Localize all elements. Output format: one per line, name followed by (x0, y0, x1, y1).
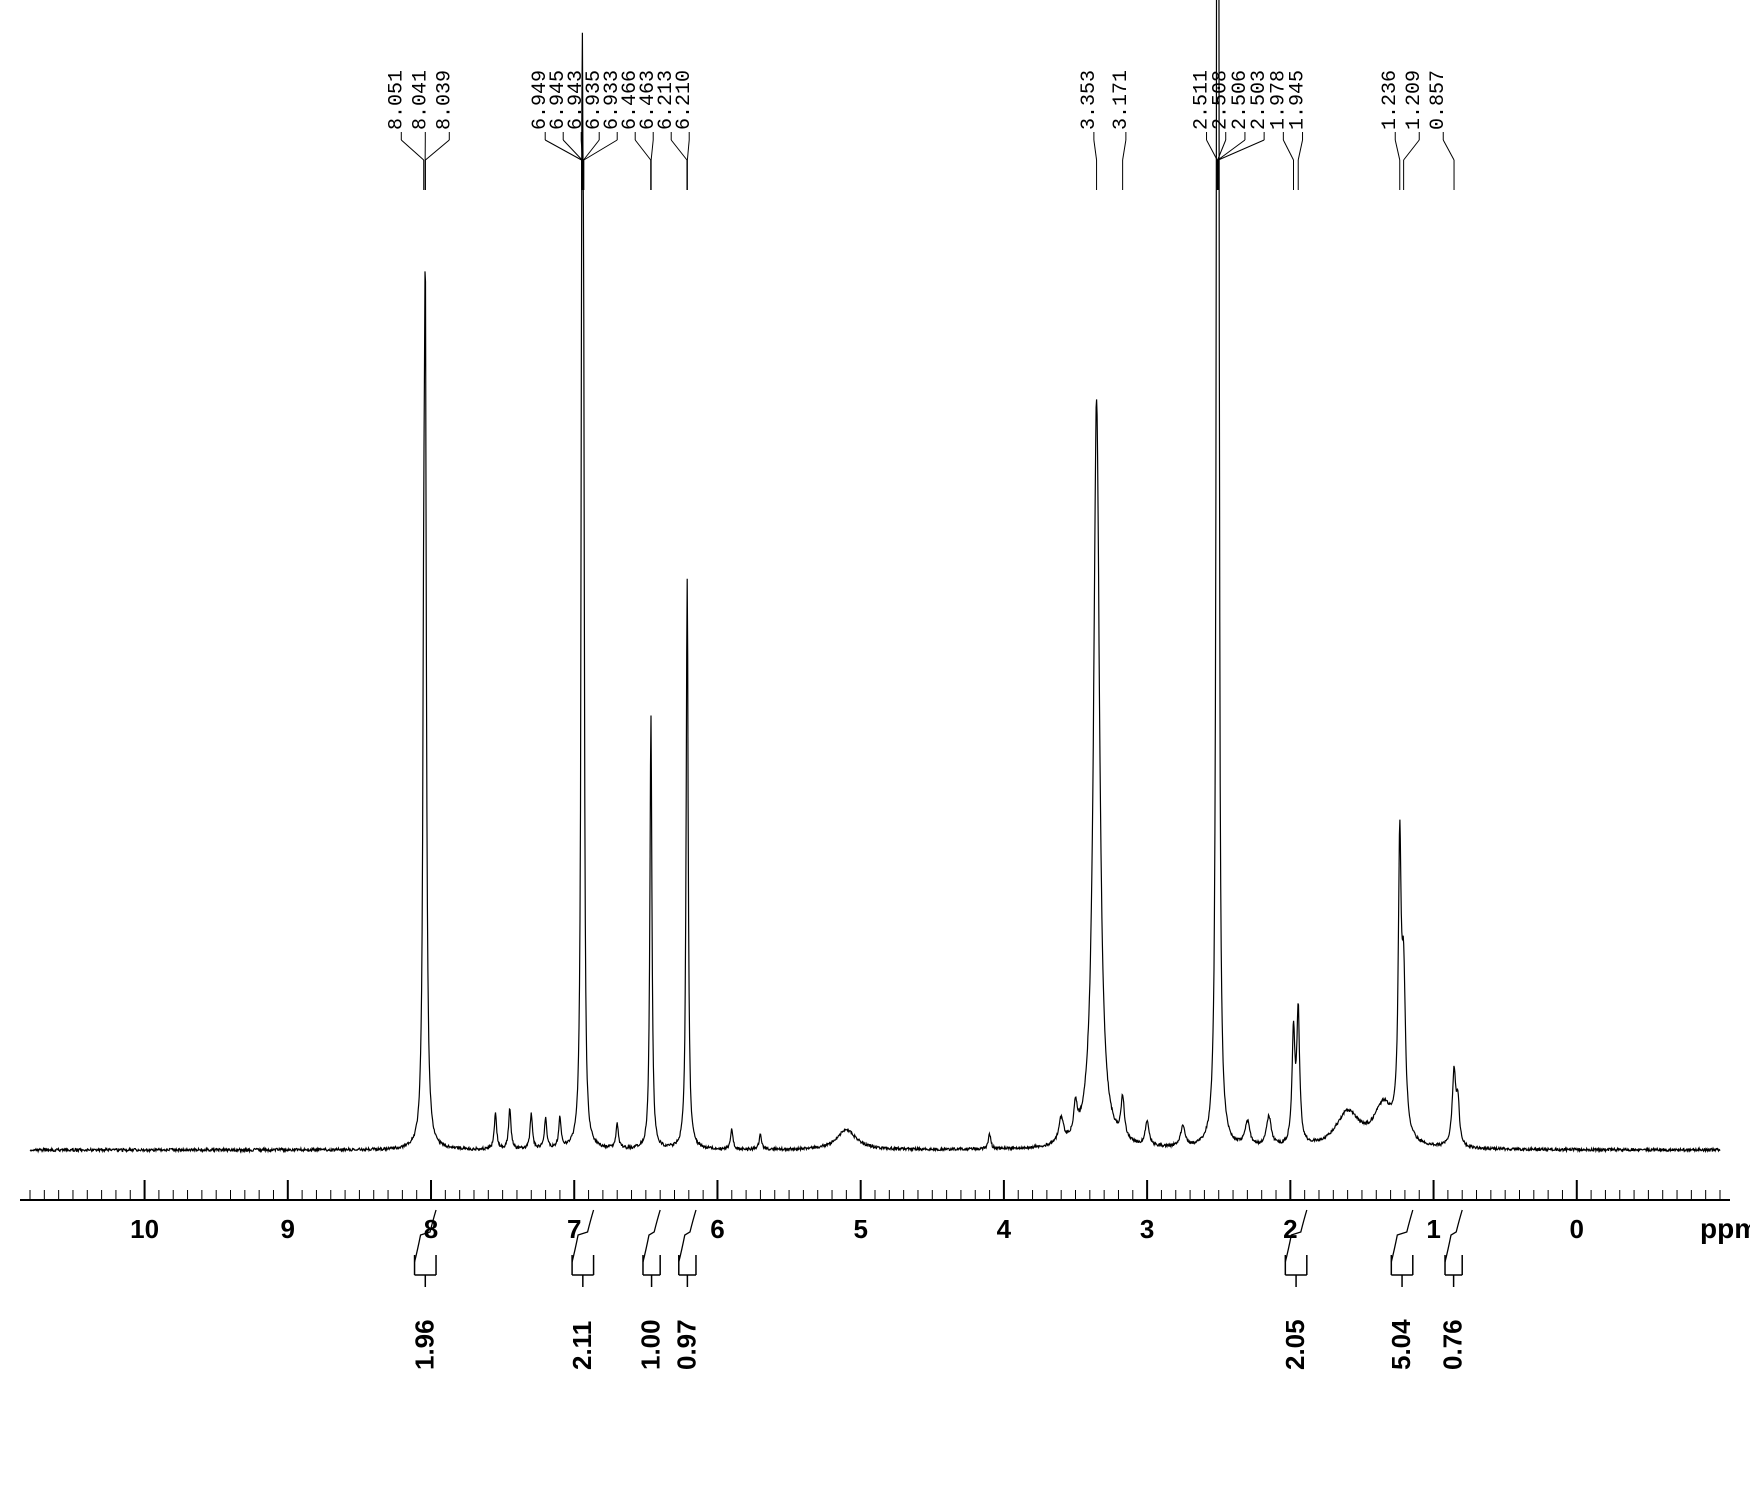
integration-label: 1.00 (636, 1319, 666, 1370)
nmr-spectrum-plot: 109876543210ppm8.0518.0418.0396.9496.945… (0, 0, 1750, 1504)
integration-label: 1.96 (409, 1319, 439, 1370)
peak-label: 8.051 (385, 70, 408, 130)
axis-label-ppm: ppm (1700, 1213, 1750, 1244)
svg-text:5: 5 (853, 1214, 867, 1244)
peak-label: 6.210 (673, 70, 696, 130)
svg-text:0: 0 (1570, 1214, 1584, 1244)
spectrum-trace (30, 0, 1720, 1151)
peak-label: 1.209 (1403, 70, 1426, 130)
peak-label: 8.041 (409, 70, 432, 130)
peak-label: 0.857 (1427, 70, 1450, 130)
integration-label: 0.76 (1438, 1319, 1468, 1370)
svg-text:1: 1 (1426, 1214, 1440, 1244)
svg-text:4: 4 (997, 1214, 1012, 1244)
peak-label: 1.236 (1379, 70, 1402, 130)
integration-label: 5.04 (1386, 1319, 1416, 1370)
peak-label: 3.171 (1110, 70, 1133, 130)
peak-label: 3.353 (1078, 70, 1101, 130)
svg-text:6: 6 (710, 1214, 724, 1244)
svg-text:3: 3 (1140, 1214, 1154, 1244)
integration-label: 2.05 (1280, 1319, 1310, 1370)
svg-text:9: 9 (281, 1214, 295, 1244)
svg-text:10: 10 (130, 1214, 159, 1244)
nmr-svg-canvas: 109876543210ppm8.0518.0418.0396.9496.945… (0, 0, 1750, 1504)
peak-label: 8.039 (433, 70, 456, 130)
svg-text:7: 7 (567, 1214, 581, 1244)
peak-label: 1.945 (1287, 70, 1310, 130)
integration-label: 0.97 (671, 1319, 701, 1370)
integration-label: 2.11 (567, 1321, 597, 1370)
